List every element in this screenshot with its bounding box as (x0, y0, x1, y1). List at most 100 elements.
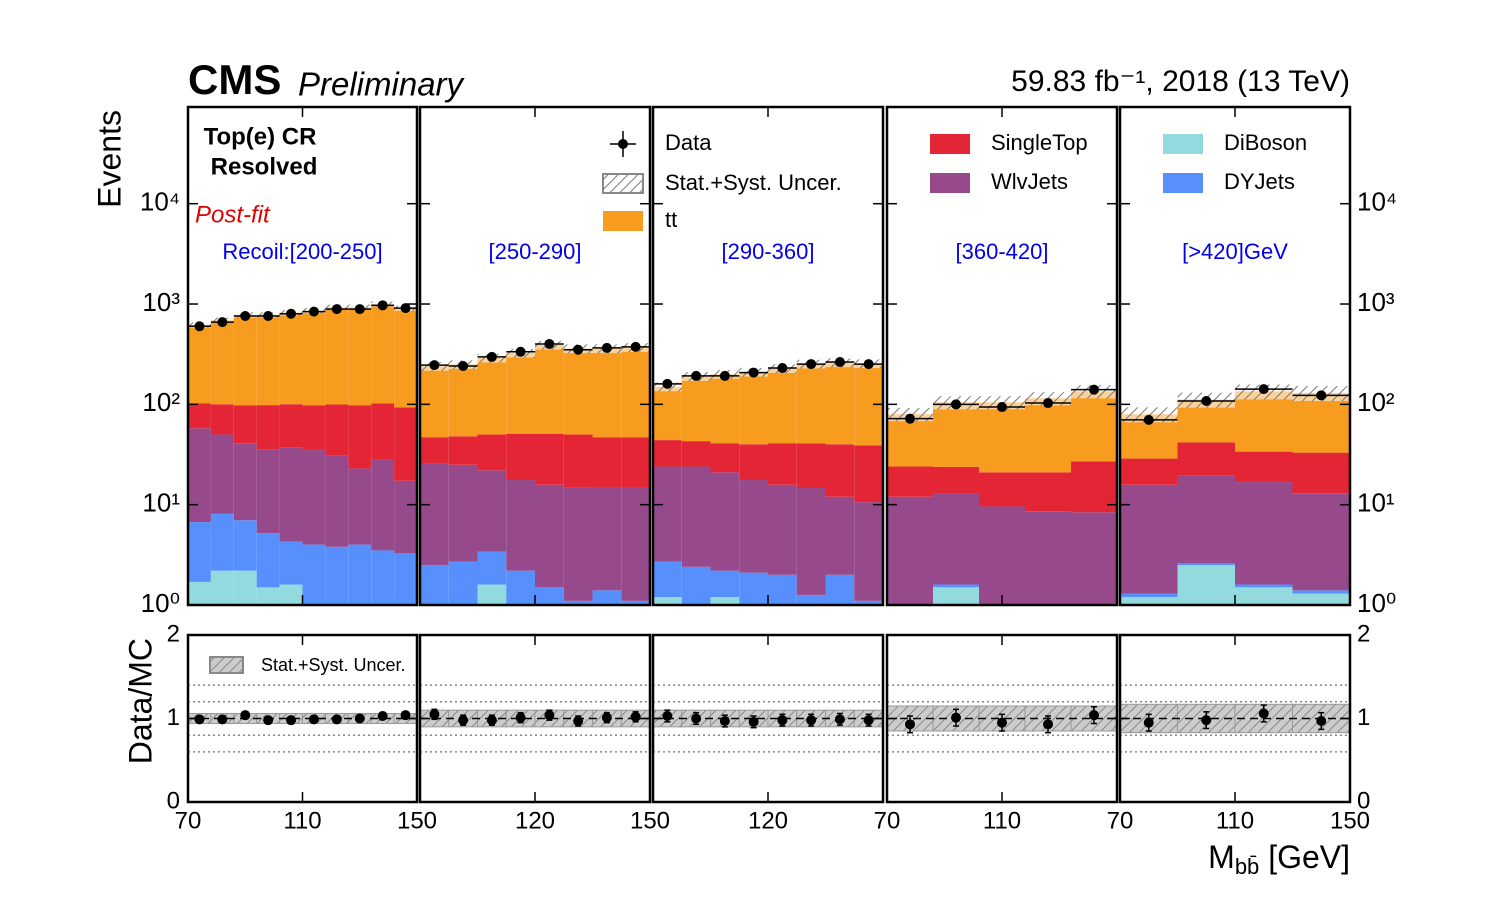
x-tick-label: 70 (175, 807, 202, 834)
stack-segment (188, 581, 211, 605)
ratio-point (544, 710, 555, 721)
legend-label: SingleTop (991, 130, 1088, 155)
stack-segment (279, 404, 303, 448)
stack-segment (681, 376, 711, 442)
status: Preliminary (298, 66, 466, 103)
stack-segment (933, 493, 979, 585)
stack-segment (348, 405, 372, 469)
stack-segment (887, 496, 933, 605)
data-point (951, 399, 961, 410)
stack-segment (188, 324, 211, 404)
stack-segment (371, 403, 395, 460)
ratio-point (194, 714, 205, 725)
ratio-point (806, 715, 817, 726)
stack-segment (739, 372, 768, 445)
data-point (217, 317, 228, 328)
legend-uncertainty-swatch (602, 173, 644, 194)
stack-segment (933, 466, 979, 494)
x-tick-label: 150 (397, 807, 437, 834)
data-point (515, 346, 526, 357)
ratio-point (951, 712, 961, 723)
ratio-point (1258, 708, 1269, 719)
stack-segment (420, 366, 449, 438)
ratio-point (662, 710, 673, 721)
stack-segment (825, 444, 855, 497)
data-point (630, 341, 641, 352)
ratio-legend-label: Stat.+Syst. Uncer. (261, 655, 406, 675)
x-tick-label: 150 (630, 807, 670, 834)
ratio-point (719, 716, 730, 727)
stack-segment (796, 443, 826, 489)
stack-segment (1025, 511, 1071, 605)
data-point (777, 363, 788, 374)
stack-segment (279, 584, 303, 605)
stack-segment (681, 566, 711, 605)
ratio-point (486, 715, 497, 726)
legend-swatch (1163, 134, 1203, 154)
stack-segment (210, 404, 234, 435)
stack-segment (1120, 484, 1178, 594)
ratio-point (263, 715, 274, 726)
stack-segment (1235, 451, 1293, 483)
legend-label: DYJets (1224, 169, 1295, 194)
ratio-point (1089, 710, 1099, 721)
stack-segment (348, 468, 372, 545)
stack-segment (979, 506, 1025, 605)
x-tick-label: 120 (748, 807, 788, 834)
stack-segment (854, 502, 883, 601)
stack-segment (1235, 587, 1293, 605)
data-point (429, 360, 440, 371)
ratio-point (863, 715, 874, 726)
data-point (1043, 398, 1053, 409)
stack-segment (933, 587, 979, 605)
stack-segment (563, 348, 593, 435)
ratio-y-tick-label: 0 (167, 787, 180, 814)
stack-segment (825, 496, 855, 575)
ratio-y-tick-label: 2 (167, 620, 180, 647)
stack-segment (768, 574, 797, 605)
stack-segment (887, 466, 933, 497)
stack-segment (302, 544, 326, 605)
stack-segment (188, 522, 211, 582)
stack-segment (1025, 472, 1071, 512)
legend-swatch (1163, 173, 1203, 193)
y-tick-label: 10⁴ (1357, 187, 1397, 217)
stack-segment (1025, 398, 1071, 473)
stack-segment (535, 484, 564, 588)
stack-segment (854, 600, 883, 605)
stack-segment (279, 312, 303, 405)
ratio-point (630, 711, 641, 722)
stack-segment (325, 307, 349, 405)
stack-segment (477, 584, 507, 605)
stack-segment (710, 374, 740, 444)
data-point (308, 306, 319, 317)
region-label: Top(e) CR (204, 123, 317, 150)
stack-segment (506, 480, 535, 571)
data-point (1201, 395, 1212, 406)
stack-segment (739, 572, 768, 605)
stack-segment (592, 590, 622, 605)
stack-segment (621, 347, 650, 438)
stack-segment (535, 433, 564, 485)
stack-segment (477, 470, 507, 552)
ratio-point (217, 714, 228, 725)
x-tick-label: 110 (283, 807, 321, 834)
stack-segment (710, 443, 740, 473)
stack-segment (420, 463, 449, 566)
data-point (486, 351, 497, 362)
y-axis-label: Events (91, 110, 127, 208)
stack-segment (1235, 391, 1293, 452)
stack-segment (325, 404, 349, 456)
ratio-point (429, 709, 440, 720)
stack-segment (768, 368, 797, 444)
ratio-point (331, 714, 342, 725)
stack-segment (371, 304, 395, 404)
ratio-point (377, 710, 388, 721)
ratio-legend-swatch (209, 656, 244, 674)
stack-segment (854, 445, 883, 503)
stack-segment (210, 320, 234, 405)
stack-segment (477, 551, 507, 585)
stack-segment (448, 436, 478, 465)
ratio-y-tick-label: 1 (167, 704, 180, 731)
stack-segment (1177, 565, 1235, 605)
